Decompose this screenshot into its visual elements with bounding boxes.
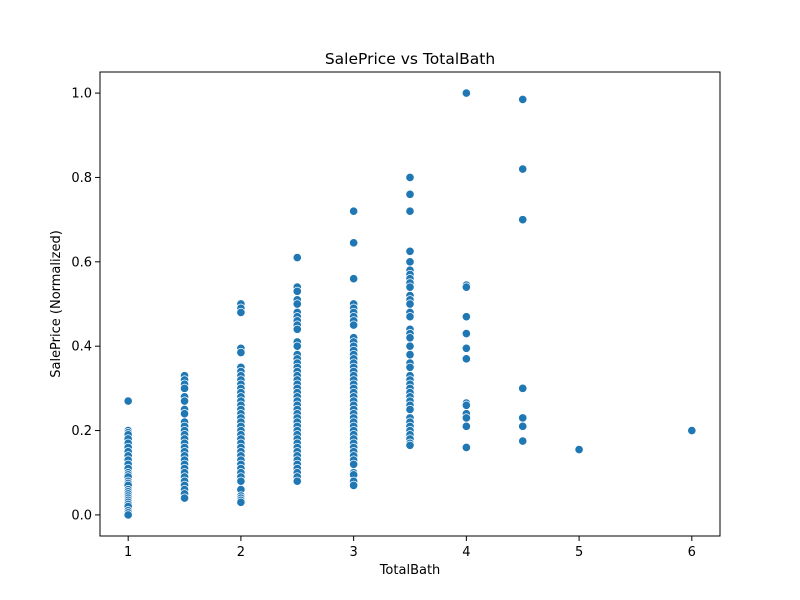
y-tick-label: 0.6 [71, 255, 92, 270]
data-point [179, 383, 190, 393]
data-point [461, 343, 471, 353]
y-tick-label: 0.4 [71, 340, 92, 355]
data-point [405, 440, 415, 450]
data-point [292, 253, 302, 263]
data-point [236, 347, 246, 358]
data-point [461, 442, 471, 452]
data-point [179, 396, 190, 406]
ticks-layer: 1 2 3 4 5 6 0.0 0.2 0.4 0.6 0.8 1.0 [71, 87, 696, 560]
x-tick-label: 3 [349, 545, 357, 560]
data-point [405, 350, 415, 360]
data-point [349, 459, 359, 469]
data-point [349, 480, 359, 490]
data-point [461, 400, 471, 410]
x-tick-label: 5 [575, 545, 583, 560]
y-tick-label: 0.2 [71, 424, 92, 439]
data-point [405, 282, 415, 292]
x-axis-title: TotalBath [379, 563, 441, 578]
data-point [461, 413, 471, 423]
y-tick-label: 0.8 [71, 171, 92, 186]
data-point [123, 510, 133, 520]
data-point [123, 396, 133, 406]
data-point [461, 328, 471, 339]
data-point [574, 444, 584, 455]
data-point [405, 312, 415, 322]
data-point [349, 238, 359, 248]
data-point [292, 476, 302, 486]
plot-frame [99, 71, 721, 537]
data-point [518, 164, 528, 174]
x-tick-label: 4 [462, 545, 470, 560]
chart-title: SalePrice vs TotalBath [325, 50, 495, 68]
data-point [405, 172, 415, 183]
data-point [349, 274, 359, 284]
data-point [405, 206, 415, 216]
x-tick-label: 1 [124, 545, 132, 560]
data-point [687, 425, 697, 436]
data-point [405, 246, 415, 256]
y-tick-label: 0.0 [71, 508, 92, 523]
data-point [405, 299, 415, 309]
y-axis-title: SalePrice (Normalized) [49, 230, 64, 378]
data-point [236, 497, 246, 507]
data-point [405, 341, 415, 351]
data-point [518, 436, 528, 446]
data-point [461, 312, 471, 322]
data-point [405, 404, 415, 415]
data-point [179, 493, 190, 503]
data-point [518, 94, 528, 104]
data-point [461, 354, 471, 364]
data-point [518, 421, 528, 431]
data-point [236, 476, 246, 486]
data-point [236, 307, 246, 318]
data-point [518, 215, 528, 225]
data-point [349, 320, 359, 330]
data-point [461, 88, 471, 98]
data-point [292, 324, 302, 334]
x-tick-label: 2 [237, 545, 245, 560]
data-point [292, 299, 302, 309]
data-point [518, 413, 528, 423]
data-point [179, 409, 190, 419]
data-point [461, 421, 471, 431]
data-point [518, 383, 528, 393]
y-tick-label: 1.0 [71, 87, 92, 102]
data-point [292, 286, 302, 296]
points-layer [123, 88, 697, 520]
x-tick-label: 6 [688, 545, 696, 560]
data-point [349, 206, 359, 216]
data-point [405, 189, 415, 199]
data-point [461, 282, 471, 292]
data-point [405, 333, 415, 343]
data-point [292, 341, 302, 351]
data-point [405, 362, 415, 372]
data-point [405, 257, 415, 267]
